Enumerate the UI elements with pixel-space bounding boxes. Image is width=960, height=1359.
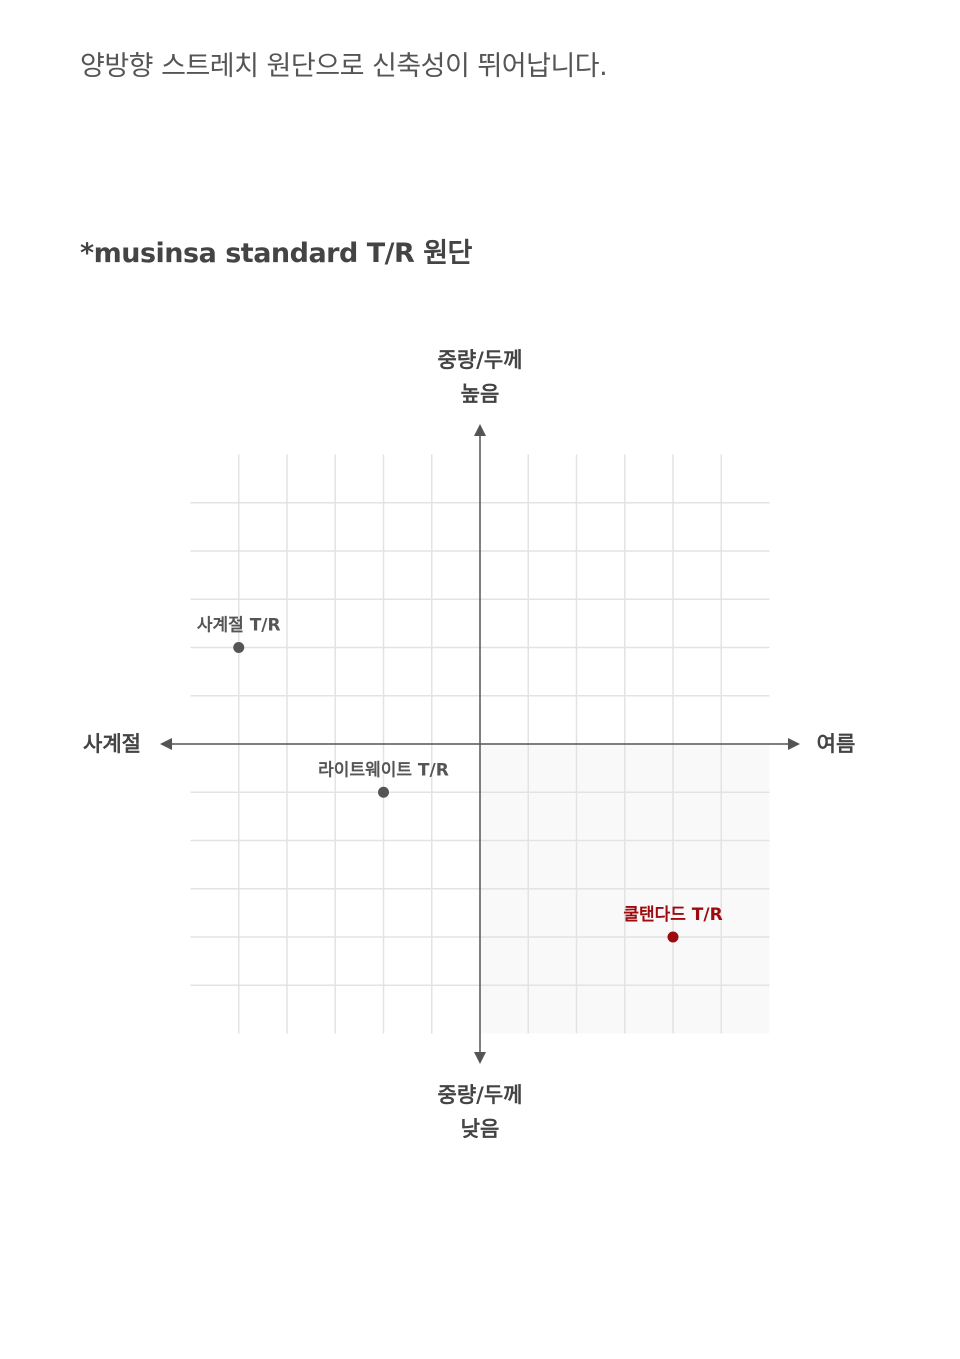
axis-label-bottom-line2: 낮음 <box>460 1117 500 1141</box>
axis-label-top-line1: 중량/두께 <box>437 348 523 372</box>
intro-text: 양방향 스트레치 원단으로 신축성이 뛰어납니다. <box>80 51 608 82</box>
section-heading: *musinsa standard T/R 원단 <box>80 238 472 269</box>
data-point-label: 사계절 T/R <box>197 615 281 636</box>
data-point-label: 쿨탠다드 T/R <box>623 905 722 925</box>
arrow-right-icon <box>788 738 800 750</box>
axis-label-bottom: 중량/두께 낮음 <box>400 1078 560 1146</box>
data-point-label: 라이트웨이트 T/R <box>318 760 449 780</box>
axis-label-left: 사계절 <box>83 732 141 756</box>
arrow-left-icon <box>160 738 172 750</box>
axis-label-right: 여름 <box>816 732 856 756</box>
axis-label-bottom-line1: 중량/두께 <box>437 1083 523 1107</box>
data-point <box>667 931 679 943</box>
axis-label-top: 중량/두께 높음 <box>400 343 560 411</box>
arrow-up-icon <box>474 424 486 436</box>
data-point <box>233 642 245 653</box>
arrow-down-icon <box>474 1052 486 1064</box>
axis-label-top-line2: 높음 <box>460 382 500 406</box>
data-point <box>378 786 389 798</box>
